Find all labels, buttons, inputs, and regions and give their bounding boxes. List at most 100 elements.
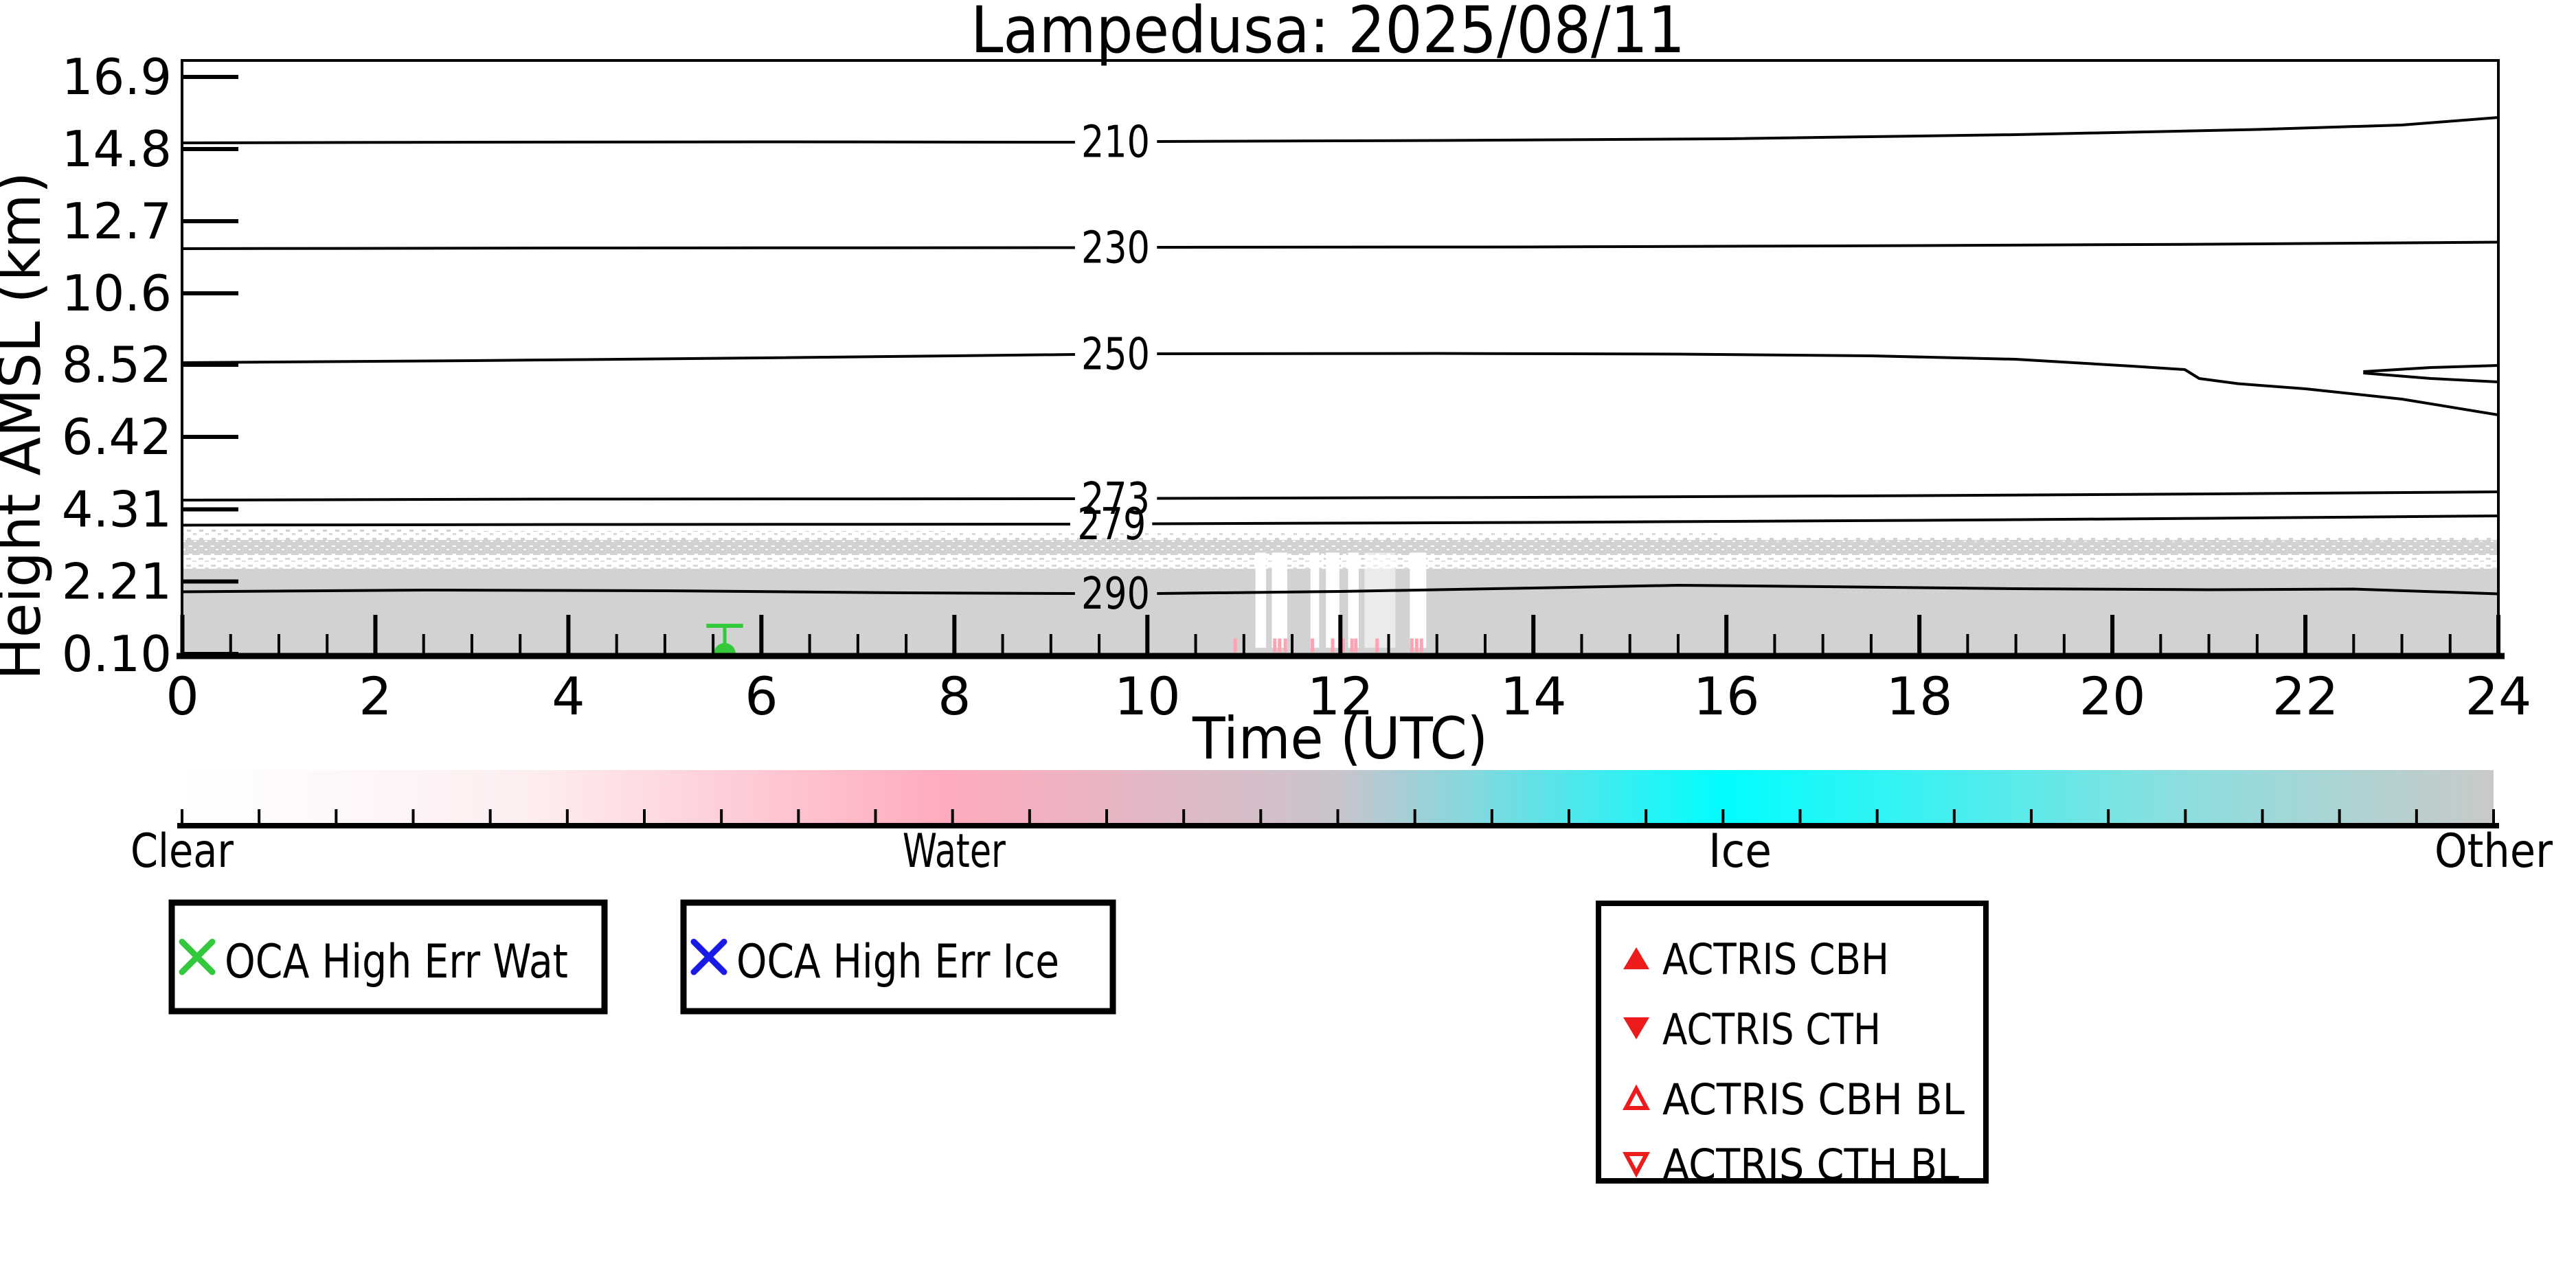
isotherm-line	[182, 589, 1075, 595]
y-tick-label: 6.42	[62, 408, 172, 466]
precip-mark	[1311, 638, 1315, 653]
precip-mark	[1354, 638, 1358, 653]
legend-label: OCA High Err Wat	[225, 935, 568, 989]
legend-label: OCA High Err Ice	[736, 935, 1059, 989]
legend-box	[680, 899, 1116, 1015]
legend-actris: ACTRIS CBH ACTRIS CTH ACTRIS CBH BL ACTRIS …	[1596, 901, 1989, 1190]
band-sparse-dither	[954, 533, 1727, 541]
colorbar: Clear Water Ice Other	[131, 770, 2553, 879]
y-tick-label: 8.52	[62, 336, 172, 394]
isotherm-label: 279	[1077, 499, 1146, 550]
band-clear-gap	[1255, 552, 1267, 648]
y-axis-title: Height AMSL (km)	[0, 172, 54, 680]
band-sparse-dither	[182, 528, 472, 540]
isotherm-label: 273	[1081, 474, 1150, 525]
isotherm-line	[182, 353, 1075, 364]
x-tick-label: 2	[359, 666, 392, 727]
colorbar-category-label: Other	[2434, 824, 2553, 879]
x-tick-label: 10	[1114, 666, 1181, 727]
isotherm-line	[182, 497, 1075, 501]
precip-mark	[1273, 638, 1277, 653]
x-tick-label: 0	[166, 666, 199, 727]
oca-point-dot	[713, 643, 736, 654]
legend-box	[168, 899, 608, 1015]
x-marker-green-icon	[179, 938, 216, 975]
isotherm-label: 250	[1081, 330, 1150, 381]
y-tick-label: 16.9	[62, 48, 172, 106]
page-title: Lampedusa: 2025/08/11	[971, 0, 1685, 68]
precip-mark	[1233, 638, 1237, 653]
triangle-up-filled-icon	[1623, 947, 1649, 969]
triangle-up-open-icon	[1622, 1084, 1651, 1110]
colorbar-labels: Clear Water Ice Other	[131, 824, 2553, 879]
isotherm-line	[1152, 515, 2498, 526]
colorbar-category-label: Clear	[131, 824, 234, 879]
isotherm-label: 230	[1081, 223, 1150, 273]
legend-label: ACTRIS CBH	[1662, 934, 1889, 984]
band-clear-gap	[1326, 552, 1340, 648]
precip-mark	[1414, 638, 1419, 653]
x-tick-labels: 0 2 4 6 8 10 12 14 16 18 20 22 24	[166, 666, 2531, 727]
isotherm-line	[1157, 240, 2498, 249]
colorbar-category-label: Water	[903, 824, 1006, 879]
legend-actris-rows: ACTRIS CBH ACTRIS CTH ACTRIS CBH BL ACTRIS …	[1622, 934, 1965, 1190]
isotherm-line	[1157, 352, 2498, 416]
precip-mark	[1283, 638, 1287, 653]
x-tick-label: 24	[2465, 666, 2532, 727]
band-clear-gap	[1410, 552, 1427, 648]
precip-mark	[1350, 638, 1354, 653]
band-sparse-dither	[1726, 535, 2498, 544]
y-tick-label: 12.7	[62, 192, 172, 250]
precip-mark	[1375, 638, 1379, 653]
isotherm-line	[1157, 490, 2498, 500]
x-tick-label: 22	[2272, 666, 2339, 727]
precip-mark	[1278, 638, 1282, 653]
isotherm-line	[182, 246, 1075, 250]
legend-box	[1596, 901, 1989, 1184]
x-axis-title: Time (UTC)	[1192, 705, 1488, 772]
x-tick-label: 14	[1500, 666, 1567, 727]
y-tick-label: 0.10	[62, 625, 172, 683]
band-clear-gap	[1348, 552, 1359, 648]
legend-oca-wat: OCA High Err Wat	[168, 899, 608, 1015]
legend-label: ACTRIS CTH	[1662, 1004, 1881, 1054]
isotherm-line	[1157, 116, 2498, 143]
y-tick-labels: 16.9 14.8 12.7 10.6 8.52 6.42 4.31 2.21 0.10	[62, 48, 172, 683]
band-sparse-dither	[471, 531, 955, 540]
x-tick-label: 20	[2079, 666, 2146, 727]
band-clear-wave	[182, 555, 2498, 569]
band-clear-gap	[1364, 552, 1396, 648]
isotherm-line	[2363, 364, 2498, 373]
x-marker-stroke	[179, 938, 216, 975]
isotherm-line	[2363, 372, 2498, 383]
triangle-down-open-icon	[1622, 1152, 1651, 1178]
colorbar-ticks	[181, 809, 2495, 824]
y-tick-label: 10.6	[62, 264, 172, 322]
x-marker-stroke	[690, 938, 727, 975]
x-tick-label: 18	[1886, 666, 1953, 727]
x-tick-label: 16	[1693, 666, 1760, 727]
triangle-down-filled-icon	[1623, 1017, 1649, 1039]
cloud-band	[182, 528, 2498, 656]
legend-oca-ice: OCA High Err Ice	[680, 899, 1116, 1015]
isotherm-line	[182, 140, 1075, 144]
x-tick-label: 12	[1307, 666, 1374, 727]
precip-mark	[1419, 638, 1423, 653]
isotherm-label: 290	[1081, 569, 1150, 620]
y-tick-label: 2.21	[62, 553, 172, 611]
precip-mark	[1331, 638, 1335, 653]
x-tick-label: 8	[938, 666, 971, 727]
y-tick-label: 4.31	[62, 481, 172, 539]
precip-mark	[1341, 638, 1345, 653]
legend-label: ACTRIS CTH BL	[1662, 1140, 1959, 1190]
x-marker-blue-icon	[690, 938, 727, 975]
y-tick-label: 14.8	[62, 120, 172, 178]
legend-label: ACTRIS CBH BL	[1662, 1074, 1965, 1125]
axis-ticks	[180, 75, 2501, 656]
band-clear-gap	[1310, 552, 1320, 648]
x-tick-label: 6	[745, 666, 778, 727]
